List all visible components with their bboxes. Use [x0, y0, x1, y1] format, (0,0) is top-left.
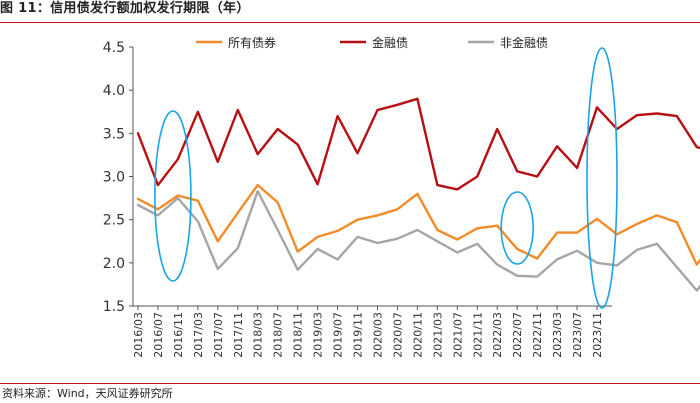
- title-rule: [0, 22, 700, 23]
- x-tick-labels: 2016/03 2016/07 2016/11 2017/03 2017/07 2017/…: [132, 312, 604, 358]
- x-tick-label: 2018/07: [272, 312, 285, 358]
- x-tick-label: 2019/07: [332, 312, 345, 358]
- x-tick-label: 2020/03: [371, 312, 384, 358]
- x-tick-label: 2023/07: [571, 312, 584, 358]
- x-tick-label: 2018/11: [292, 312, 305, 358]
- x-tick-label: 2021/07: [451, 312, 464, 358]
- y-tick-label: 4.5: [103, 40, 125, 56]
- x-tick-label: 2023/03: [551, 312, 564, 358]
- line-chart: 1.52.02.53.03.54.04.5 2016/03 2016/07 2016…: [103, 35, 700, 358]
- x-tick-label: 2019/03: [312, 312, 325, 358]
- x-tick-label: 2017/11: [232, 312, 245, 358]
- source-rule: [0, 383, 700, 384]
- x-tick-label: 2017/03: [192, 312, 205, 358]
- x-tick-label: 2016/07: [152, 312, 165, 358]
- series-lines: [136, 97, 700, 292]
- axes: [129, 46, 612, 310]
- y-tick-labels: 1.5 2.0 2.5 3.0 3.5 4.0 4.5: [103, 40, 125, 315]
- x-tick-label: 2020/07: [391, 312, 404, 358]
- legend: 所有债券 金融债 非金融债: [196, 35, 548, 50]
- x-tick-label: 2022/11: [531, 312, 544, 358]
- highlight-ellipse: [154, 110, 192, 282]
- x-tick-label: 2017/07: [212, 312, 225, 358]
- legend-label-all-bonds: 所有债券: [228, 35, 276, 50]
- y-tick-label: 3.0: [103, 170, 125, 186]
- source-note: 资料来源：Wind，天风证券研究所: [2, 387, 173, 400]
- x-tick-label: 2020/11: [411, 312, 424, 358]
- x-tick-label: 2018/03: [252, 312, 265, 358]
- y-tick-label: 1.5: [103, 299, 125, 315]
- x-tick-label: 2016/03: [132, 312, 145, 358]
- x-tick-label: 2021/11: [471, 312, 484, 358]
- y-tick-label: 2.5: [103, 213, 125, 229]
- x-tick-label: 2023/11: [591, 312, 604, 358]
- highlight-ellipse: [586, 47, 618, 309]
- highlight-ellipse: [500, 191, 535, 265]
- legend-label-financial-bonds: 金融债: [372, 35, 408, 50]
- y-tick-label: 2.0: [103, 256, 125, 272]
- x-tick-label: 2019/11: [352, 312, 365, 358]
- y-tick-label: 4.0: [103, 83, 125, 99]
- y-tick-label: 3.5: [103, 126, 125, 142]
- x-tick-label: 2021/03: [431, 312, 444, 358]
- x-tick-label: 2016/11: [172, 312, 185, 358]
- legend-label-nonfinancial-bonds: 非金融债: [500, 35, 548, 50]
- chart-title: 图 11：信用债发行额加权发行期限（年）: [0, 1, 250, 16]
- highlight-ellipses: [154, 47, 618, 309]
- x-tick-label: 2022/07: [511, 312, 524, 358]
- x-tick-label: 2022/03: [491, 312, 504, 358]
